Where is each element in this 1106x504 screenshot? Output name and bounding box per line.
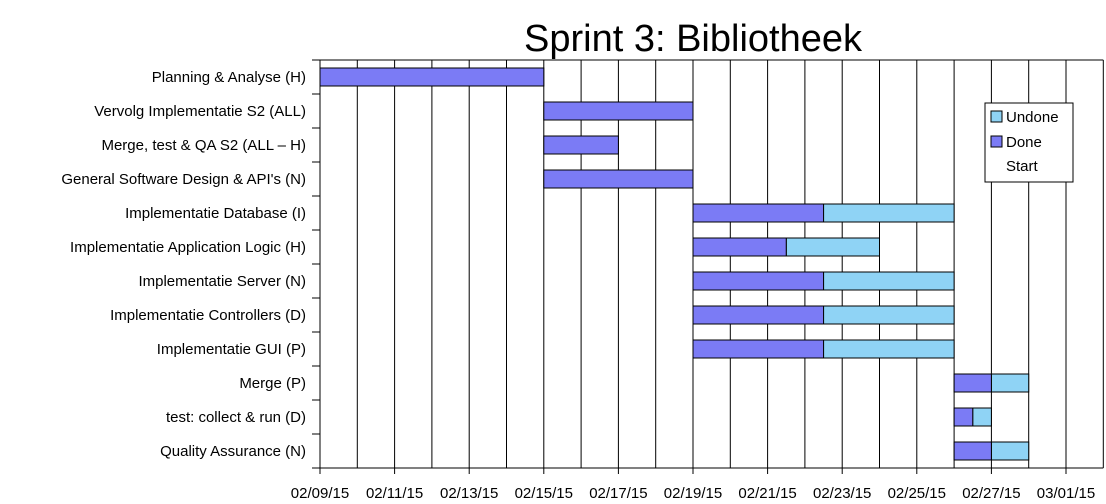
- x-tick-label: 02/15/15: [515, 485, 573, 502]
- legend-undone-label: Undone: [1006, 109, 1059, 126]
- x-tick-label: 02/09/15: [291, 485, 349, 502]
- bar-done: [692, 203, 825, 223]
- x-tick-layer: 02/09/15 02/11/15 02/13/15 02/15/15 02/17/15…: [291, 468, 1095, 502]
- legend-done-swatch: [990, 135, 1003, 148]
- task-label: Implementatie Controllers (D): [110, 307, 306, 324]
- x-tick-label: 03/01/15: [1037, 485, 1095, 502]
- x-tick-label: 02/19/15: [664, 485, 722, 502]
- x-tick-label: 02/23/15: [813, 485, 871, 502]
- bar-undone: [972, 407, 992, 427]
- task-label: Planning & Analyse (H): [152, 69, 306, 86]
- x-tick-label: 02/17/15: [589, 485, 647, 502]
- x-tick-label: 02/25/15: [888, 485, 946, 502]
- bar-undone: [990, 373, 1030, 393]
- task-label-layer: Planning & Analyse (H) Vervolg Implementa…: [61, 69, 306, 460]
- task-label: test: collect & run (D): [166, 409, 306, 426]
- x-tick-label: 02/13/15: [440, 485, 498, 502]
- task-label: Implementatie Server (N): [138, 273, 306, 290]
- x-tick-label: 02/27/15: [962, 485, 1020, 502]
- task-label: Vervolg Implementatie S2 (ALL): [94, 103, 306, 120]
- chart-title: Sprint 3: Bibliotheek: [524, 18, 862, 60]
- x-tick-label: 02/21/15: [738, 485, 796, 502]
- bar-done: [953, 441, 992, 461]
- x-tick-label: 02/11/15: [366, 485, 423, 502]
- bar-undone: [823, 305, 955, 325]
- bar-done: [953, 407, 974, 427]
- task-label: Merge, test & QA S2 (ALL – H): [101, 137, 306, 154]
- bar-done: [692, 339, 825, 359]
- bar-done: [543, 135, 619, 155]
- bar-done: [692, 271, 825, 291]
- task-label: Implementatie Database (I): [125, 205, 306, 222]
- bar-done: [692, 305, 825, 325]
- legend: Undone Done Start: [984, 102, 1074, 183]
- task-label: Implementatie Application Logic (H): [70, 239, 306, 256]
- bar-done: [692, 237, 787, 257]
- task-label: Merge (P): [239, 375, 306, 392]
- task-label: Implementatie GUI (P): [157, 341, 306, 358]
- legend-start-label: Start: [1006, 158, 1039, 175]
- legend-undone-swatch: [990, 110, 1003, 123]
- legend-done-label: Done: [1006, 134, 1042, 151]
- bar-done: [543, 101, 694, 121]
- task-label: Quality Assurance (N): [160, 443, 306, 460]
- bar-layer: [319, 67, 1030, 461]
- bar-done: [543, 169, 694, 189]
- task-label: General Software Design & API's (N): [61, 171, 306, 188]
- bar-undone: [785, 237, 880, 257]
- bar-done: [953, 373, 992, 393]
- bar-undone: [823, 271, 955, 291]
- grid-layer: [312, 59, 1104, 469]
- bar-undone: [990, 441, 1030, 461]
- bar-done: [319, 67, 545, 87]
- bar-undone: [823, 339, 955, 359]
- bar-undone: [823, 203, 955, 223]
